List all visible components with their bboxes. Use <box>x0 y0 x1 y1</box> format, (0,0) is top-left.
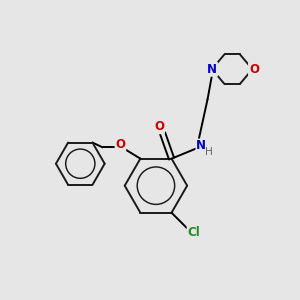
Text: N: N <box>207 63 217 76</box>
Text: Cl: Cl <box>188 226 200 238</box>
Text: O: O <box>249 63 259 76</box>
Text: H: H <box>206 147 213 157</box>
Text: N: N <box>207 63 217 76</box>
Text: N: N <box>196 140 206 152</box>
Text: O: O <box>116 138 125 151</box>
Text: O: O <box>154 120 164 133</box>
